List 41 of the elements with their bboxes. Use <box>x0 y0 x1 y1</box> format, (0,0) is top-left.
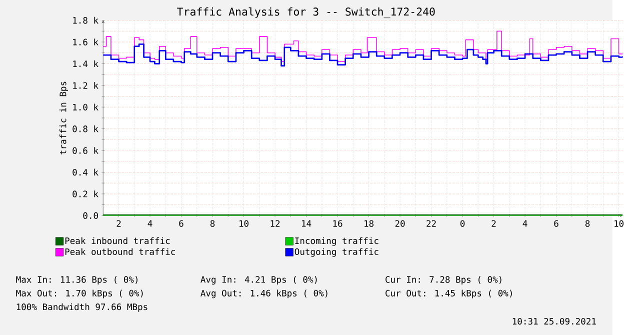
x-tick-label: 12 <box>270 220 280 227</box>
y-axis-title: traffic in Bps <box>59 82 68 154</box>
text: Avg Out: 1.46 kBps ( 0%) <box>200 290 328 298</box>
x-tick-label: 2 <box>116 220 121 227</box>
y-tick-label: 0.0 <box>83 212 98 219</box>
x-tick-label: 4 <box>148 220 152 227</box>
x-tick-label: 6 <box>554 220 558 227</box>
text: 100% Bandwidth 97.66 MBps <box>16 303 148 312</box>
chart-title: Traffic Analysis for 3 -- Switch_172-240 <box>177 7 435 18</box>
x-tick-label: 0 <box>460 220 465 227</box>
text: Max Out: 1.70 kBps ( 0%) <box>16 290 143 298</box>
x-tick-label: 10 <box>240 220 248 227</box>
y-tick-label: 1.8 k <box>73 16 98 24</box>
x-tick-label: 16 <box>333 220 342 227</box>
y-tick-label: 0.6 k <box>72 147 98 154</box>
x-tick-label: 2 <box>492 220 496 227</box>
x-tick-label: 20 <box>395 220 405 227</box>
x-tick-label: 10 <box>614 220 624 227</box>
x-tick-label: 22 <box>426 220 436 227</box>
text: Cur In: 7.28 Bps ( 0%) <box>386 276 502 285</box>
text: Max In: 11.36 Bps ( 0%) <box>16 276 138 285</box>
y-tick-label: 0.2 k <box>72 190 98 198</box>
text: 10:31 25.09.2021 <box>512 318 596 325</box>
x-tick-label: 8 <box>210 220 215 227</box>
x-tick-label: 18 <box>364 220 374 227</box>
y-tick-label: 1.4 k <box>73 60 98 68</box>
legend-label: Outgoing traffic <box>294 248 378 257</box>
legend-label: Peak outbound traffic <box>65 248 175 256</box>
y-tick-label: 0.8 k <box>72 125 98 132</box>
text: Cur Out: 1.45 kBps ( 0%) <box>386 290 512 298</box>
x-tick-label: 8 <box>585 220 590 227</box>
y-tick-label: 1.6 k <box>73 38 98 46</box>
y-tick-label: 0.4 k <box>72 168 98 176</box>
x-tick-label: 4 <box>522 220 528 227</box>
y-tick-label: 1.2 k <box>73 82 98 89</box>
x-tick-label: 14 <box>302 220 312 227</box>
x-tick-label: 6 <box>179 220 184 227</box>
legend-label: Incoming traffic <box>295 237 378 246</box>
y-tick-label: 1.0 k <box>73 104 98 111</box>
text: Avg In: 4.21 Bps ( 0%) <box>200 276 317 285</box>
legend-label: Peak inbound traffic <box>65 237 170 244</box>
